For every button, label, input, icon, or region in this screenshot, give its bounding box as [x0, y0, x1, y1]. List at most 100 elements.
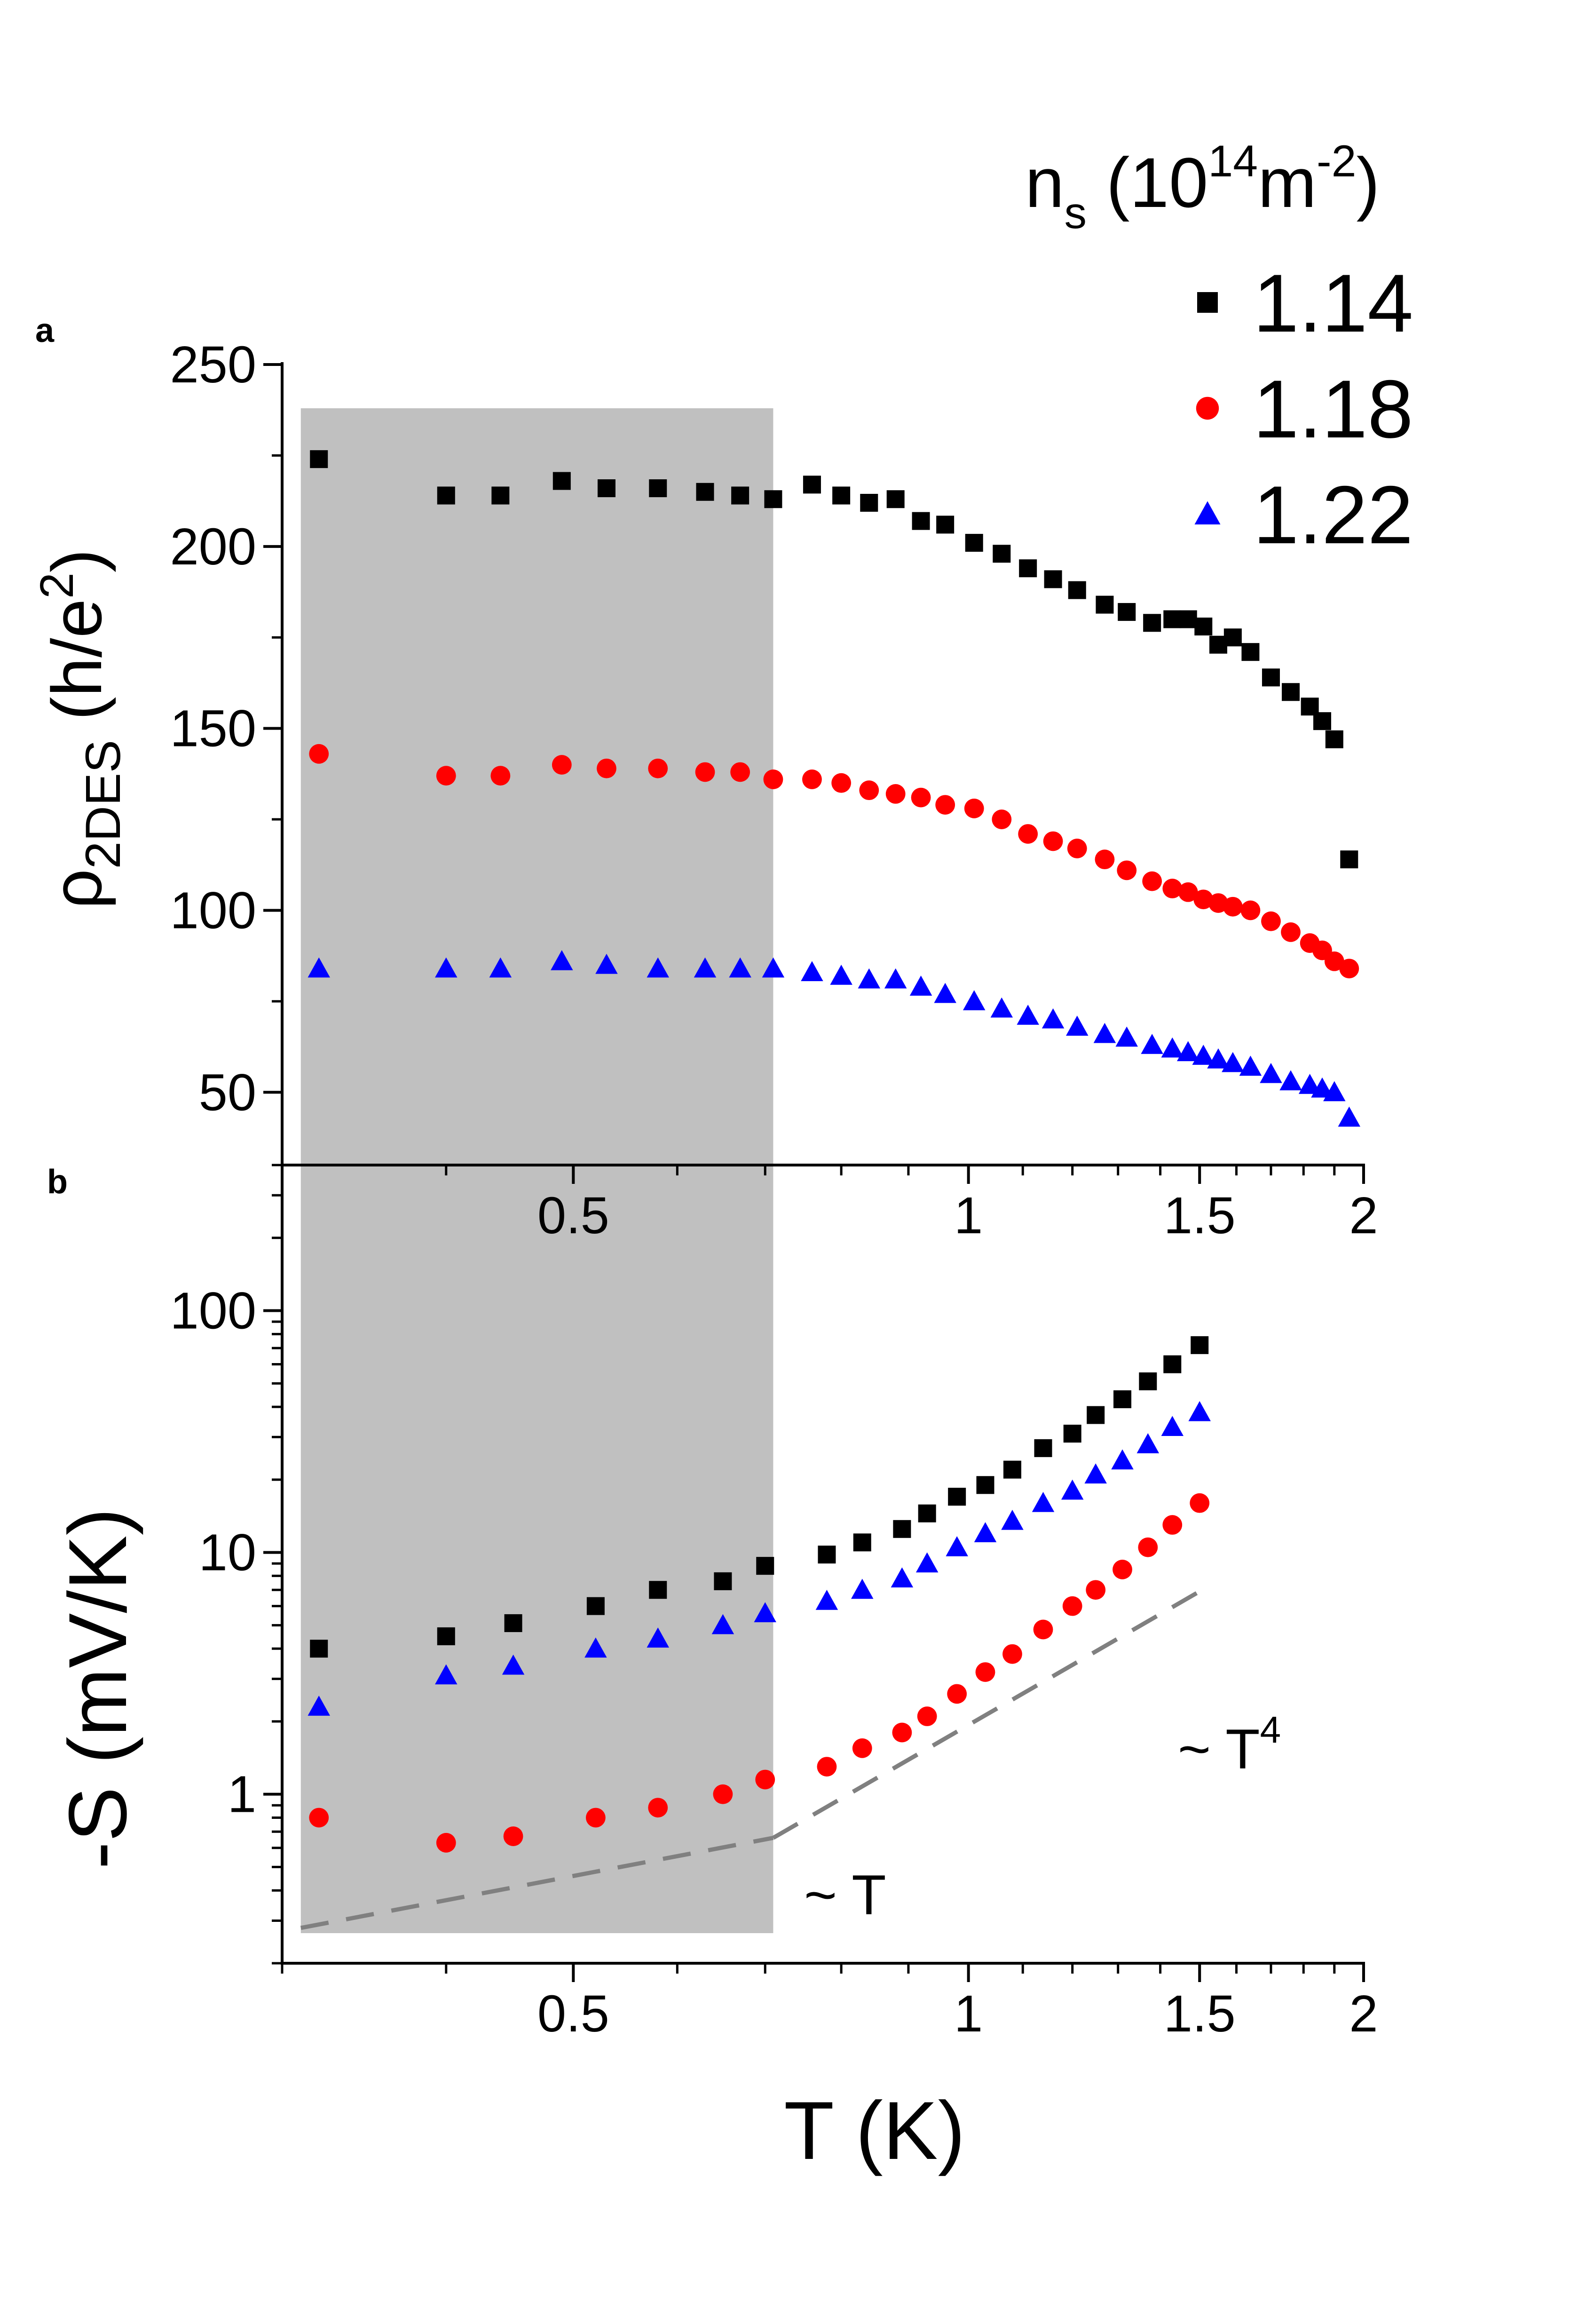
- data-point-1-14: [1163, 610, 1182, 628]
- panel-label-a: a: [35, 312, 55, 349]
- data-point-1-18: [947, 1684, 967, 1704]
- legend-title: ns (1014m-2): [1025, 136, 1380, 238]
- legend-label-1-22: 1.22: [1253, 469, 1413, 561]
- data-point-1-18: [1162, 879, 1183, 898]
- guide-line-0: [300, 1836, 774, 1930]
- y-tick-label: 1: [228, 1766, 256, 1824]
- data-point-1-22: [1017, 1005, 1039, 1025]
- data-point-1-18: [802, 769, 822, 789]
- data-point-1-14: [437, 486, 455, 505]
- x-tick-label: 1: [954, 1985, 983, 2043]
- data-point-1-14: [1068, 581, 1086, 599]
- data-points-panel-b: [308, 1336, 1211, 1853]
- data-point-1-14: [310, 450, 328, 468]
- data-point-1-18: [1162, 1515, 1183, 1535]
- shaded-region-b: [300, 1165, 773, 1933]
- data-point-1-18: [1043, 831, 1063, 851]
- data-point-1-22: [990, 997, 1013, 1018]
- data-point-1-14: [1044, 570, 1062, 588]
- data-point-1-22: [815, 1589, 838, 1610]
- data-point-1-18: [817, 1757, 837, 1777]
- data-point-1-22: [1260, 1063, 1282, 1083]
- guide-line-1: [772, 1589, 1201, 1840]
- data-point-1-18: [892, 1722, 912, 1743]
- data-point-1-22: [1042, 1008, 1065, 1029]
- data-point-1-22: [851, 1578, 874, 1599]
- data-point-1-22: [694, 957, 717, 978]
- data-point-1-18: [730, 762, 750, 782]
- y-tick-label: 200: [170, 518, 256, 576]
- data-point-1-14: [1191, 1336, 1209, 1354]
- data-point-1-22: [1141, 1033, 1163, 1054]
- data-point-1-22: [308, 1695, 330, 1716]
- data-point-1-18: [1261, 911, 1281, 931]
- data-point-1-18: [859, 780, 879, 801]
- data-point-1-22: [584, 1637, 607, 1658]
- data-point-1-18: [763, 769, 783, 789]
- legend-marker-1-22: [1194, 501, 1221, 524]
- shaded-region-a: [300, 408, 773, 1165]
- data-point-1-14: [552, 472, 571, 490]
- data-point-1-14: [1113, 1390, 1132, 1408]
- data-point-1-18: [1002, 1644, 1022, 1664]
- data-point-1-14: [1194, 618, 1213, 636]
- data-points-panel-a: [308, 450, 1361, 1127]
- data-point-1-14: [1179, 610, 1197, 628]
- y-tick-label: 50: [199, 1063, 256, 1121]
- data-point-1-18: [1095, 849, 1115, 870]
- data-point-1-22: [934, 983, 956, 1003]
- data-point-1-22: [1161, 1037, 1184, 1058]
- data-point-1-14: [1262, 668, 1280, 687]
- data-point-1-14: [918, 1504, 936, 1523]
- data-point-1-22: [729, 957, 751, 978]
- data-point-1-14: [310, 1640, 328, 1658]
- x-tick-label: 1: [954, 1187, 983, 1245]
- data-point-1-18: [1113, 1559, 1132, 1579]
- rho-symbol: ρ: [37, 869, 116, 909]
- y-tick-label: 100: [170, 881, 256, 939]
- data-point-1-18: [695, 762, 715, 782]
- y-tick-label: 100: [170, 1282, 256, 1340]
- guide-label-t4: ~ T4: [1178, 1709, 1281, 1781]
- data-point-1-14: [1087, 1406, 1105, 1424]
- data-point-1-18: [1117, 860, 1137, 880]
- data-point-1-22: [1136, 1433, 1160, 1453]
- data-point-1-22: [1338, 1106, 1361, 1127]
- data-point-1-22: [1115, 1026, 1138, 1047]
- data-point-1-18: [885, 784, 906, 804]
- data-point-1-18: [992, 809, 1012, 829]
- data-point-1-14: [1325, 730, 1343, 748]
- data-point-1-22: [595, 953, 618, 974]
- legend-marker-1-18: [1196, 397, 1219, 420]
- data-point-1-18: [713, 1784, 733, 1804]
- y-axis-title-a: ρ2DES (h/e2): [31, 549, 131, 909]
- data-point-1-22: [502, 1654, 525, 1675]
- data-point-1-14: [1143, 614, 1161, 632]
- y-tick-label: 250: [170, 336, 256, 394]
- data-point-1-14: [886, 490, 905, 508]
- data-point-1-22: [915, 1552, 939, 1573]
- legend-marker-1-14: [1197, 292, 1218, 313]
- data-point-1-14: [912, 512, 930, 530]
- data-point-1-18: [1033, 1619, 1053, 1640]
- data-point-1-22: [884, 968, 907, 989]
- ylabel-unit-close: ): [37, 549, 116, 572]
- data-point-1-22: [1222, 1052, 1244, 1072]
- data-point-1-22: [830, 964, 852, 985]
- data-point-1-14: [965, 534, 983, 552]
- data-point-1-14: [993, 545, 1011, 563]
- data-point-1-18: [585, 1808, 606, 1828]
- data-point-1-14: [1340, 850, 1358, 869]
- data-point-1-14: [976, 1476, 994, 1494]
- data-point-1-18: [503, 1826, 523, 1846]
- data-point-1-14: [1034, 1439, 1052, 1457]
- data-point-1-14: [1063, 1424, 1081, 1443]
- data-point-1-14: [504, 1614, 522, 1632]
- legend-items: [1194, 292, 1221, 524]
- ylabel-unit-open: (h/e: [37, 599, 116, 740]
- data-point-1-18: [755, 1769, 775, 1790]
- data-point-1-18: [975, 1662, 995, 1682]
- y-tick-label: 10: [199, 1524, 256, 1582]
- data-point-1-22: [946, 1536, 968, 1556]
